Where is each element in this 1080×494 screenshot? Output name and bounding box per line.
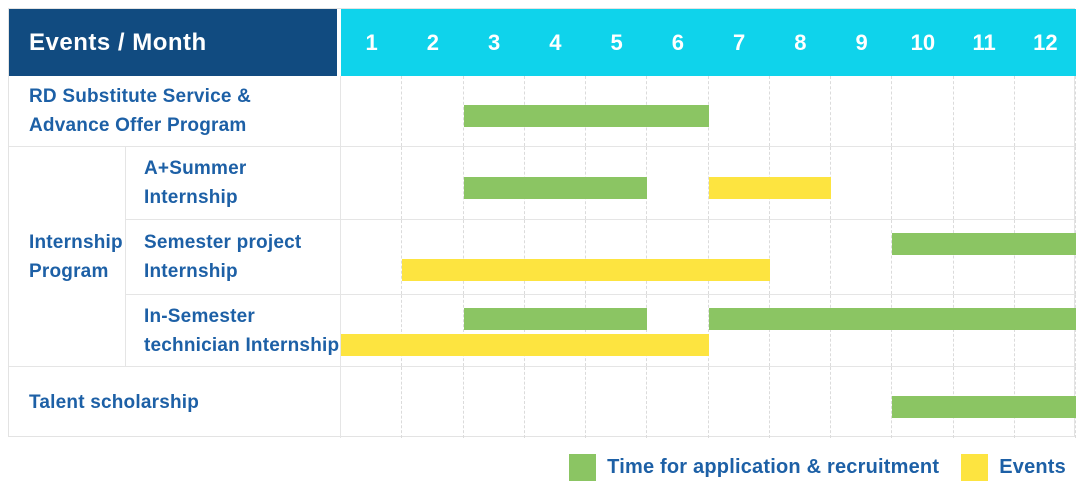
month-gridline [954,147,1015,219]
month-gridline [709,76,770,146]
row-label-talent-scholarship: Talent scholarship [9,367,341,438]
legend-item-event: Events [961,454,1066,481]
gantt-bar-application [463,177,648,200]
month-gridline [402,295,464,366]
month-label: 9 [855,29,868,55]
month-gridline [1015,220,1076,294]
group-label-internship-program: Internship Program [9,147,126,367]
row-label-text: RD Substitute Service & Advance Offer Pr… [29,86,252,136]
month-gridline [770,76,831,146]
legend-label: Time for application & recruitment [607,456,940,478]
month-gridline [464,220,525,294]
month-gridline [464,295,525,366]
month-gridline [341,76,403,146]
group-label-text: Internship Program [29,231,123,282]
month-gridline [831,367,893,438]
legend-item-application: Time for application & recruitment [569,454,939,481]
month-gridline [647,220,709,294]
month-label: 6 [671,29,684,55]
month-gridline [770,295,831,366]
gantt-bar-application [463,104,709,127]
month-label: 10 [910,29,936,55]
gantt-bar-application [892,396,1076,419]
month-gridline [402,76,464,146]
month-gridline [402,220,464,294]
month-gridline [954,295,1015,366]
month-gridline [586,220,648,294]
row-label-a-plus-summer: A+Summer Internship [126,147,341,220]
month-gridline [402,367,464,438]
month-gridline [709,367,770,438]
timeline-row-in-semester [341,295,1076,367]
timeline-row-talent-scholarship [341,367,1076,438]
month-gridline [892,220,954,294]
month-gridline [1015,76,1076,146]
month-gridline [341,295,403,366]
legend-label: Events [999,456,1066,478]
month-label: 5 [610,29,623,55]
legend-swatch-event [961,454,989,481]
month-gridline [341,220,403,294]
month-label: 7 [733,29,746,55]
month-gridline [525,367,586,438]
month-gridline [1015,295,1076,366]
gantt-bar-application [708,308,1076,330]
month-gridline [831,295,893,366]
month-gridline [954,76,1015,146]
month-gridline [892,295,954,366]
row-label-in-semester: In-Semester technician Internship [126,295,341,367]
month-gridline [647,147,709,219]
month-gridline [341,367,403,438]
row-label-text: In-Semester technician Internship [144,305,340,356]
gantt-bar-event [402,259,770,281]
month-gridline [586,367,648,438]
month-header: 1 2 3 4 5 6 7 8 9 10 11 12 [341,9,1076,76]
month-gridline [770,367,831,438]
table-title: Events / Month [29,28,207,56]
month-gridline [525,220,586,294]
gantt-table: Events / Month 1 2 3 4 5 6 7 8 9 10 11 12 RD Substi… [8,8,1076,438]
month-label: 4 [549,29,562,55]
timeline-row-rd-substitute [341,76,1076,147]
timeline-row-semester-project [341,220,1076,295]
gantt-bar-application [463,308,648,330]
month-gridline [770,220,831,294]
month-gridline [892,147,954,219]
month-gridline [831,76,893,146]
legend: Time for application & recruitment Events [569,454,1066,481]
month-gridline [647,295,709,366]
month-label: 11 [972,29,996,55]
table-header-title-cell: Events / Month [9,9,341,76]
month-label: 12 [1033,29,1058,55]
month-gridline [586,295,648,366]
timeline-row-a-plus-summer [341,147,1076,220]
row-label-rd-substitute: RD Substitute Service & Advance Offer Pr… [9,76,341,147]
month-label: 3 [488,29,501,55]
month-gridline [464,367,525,438]
row-label-text: Semester project Internship [144,232,302,282]
month-gridline [831,220,893,294]
month-gridline [954,220,1015,294]
month-gridline [341,147,403,219]
month-gridline [647,367,709,438]
month-gridline [831,147,893,219]
month-label: 2 [426,29,439,55]
gantt-bar-event [708,177,831,200]
legend-swatch-application [569,454,597,481]
month-gridline [892,76,954,146]
month-gridline [709,295,770,366]
month-gridline [1015,147,1076,219]
row-label-text: Talent scholarship [29,392,200,413]
month-gridline [709,220,770,294]
row-label-semester-project: Semester project Internship [126,220,341,295]
gantt-bar-application [892,233,1076,255]
month-label: 8 [794,29,807,55]
month-gridline [402,147,464,219]
gantt-bar-event [341,334,709,356]
month-gridline [525,295,586,366]
row-label-text: A+Summer Internship [144,158,247,208]
month-label: 1 [365,29,378,55]
